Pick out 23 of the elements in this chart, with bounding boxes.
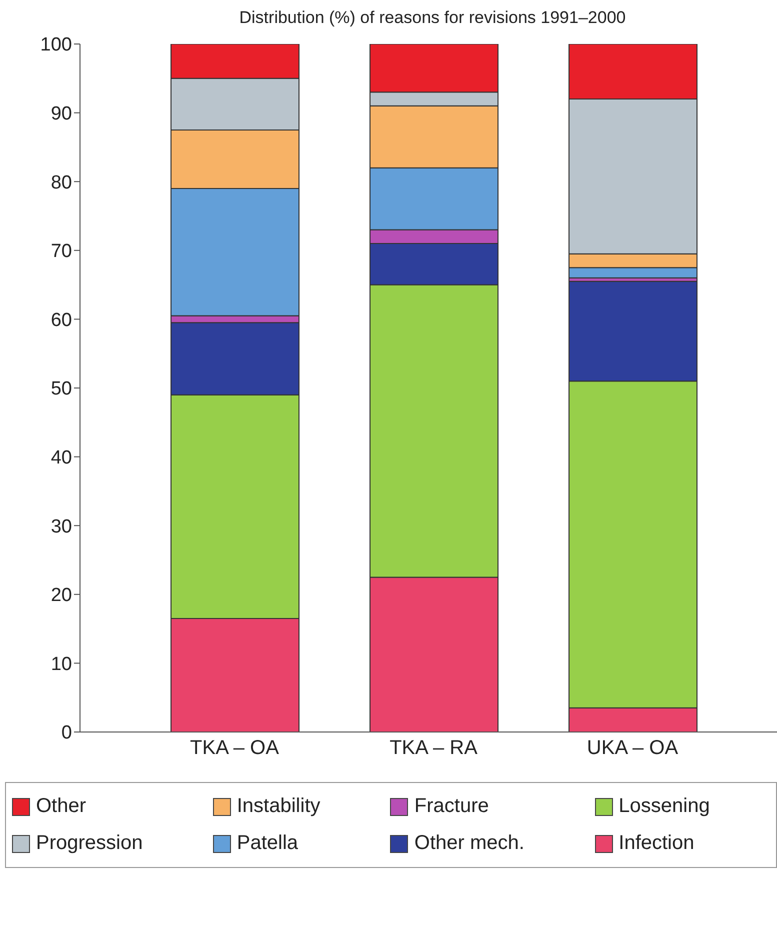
y-tick-label: 90 (50, 104, 72, 125)
y-tick-label: 0 (61, 722, 72, 744)
legend-label: Fracture (414, 795, 489, 818)
legend-label: Lossening (618, 795, 710, 818)
legend-label: Infection (618, 832, 694, 855)
y-tick-label: 60 (50, 310, 72, 331)
y-tick-label: 10 (50, 654, 72, 675)
y-tick-label: 100 (40, 34, 72, 56)
y-tick-label: 80 (50, 172, 72, 194)
chart-title: Distribution (%) of reasons for revisions 1991–2000 (238, 8, 627, 28)
y-tick-label: 30 (50, 516, 72, 538)
legend-label: Instability (236, 795, 320, 818)
legend-label: Other mech. (414, 832, 524, 855)
y-tick-label: 20 (50, 585, 72, 606)
legend-label: Other (36, 795, 86, 818)
x-tick-label: UKA – OA (586, 737, 679, 760)
y-tick-label: 40 (50, 448, 72, 469)
x-tick-label: TKA – RA (390, 737, 478, 760)
x-tick-label: TKA – OA (190, 737, 280, 760)
y-tick-label: 50 (50, 378, 72, 400)
legend-label: Progression (36, 832, 143, 855)
y-tick-label: 70 (50, 241, 72, 262)
legend-label: Patella (236, 832, 298, 855)
